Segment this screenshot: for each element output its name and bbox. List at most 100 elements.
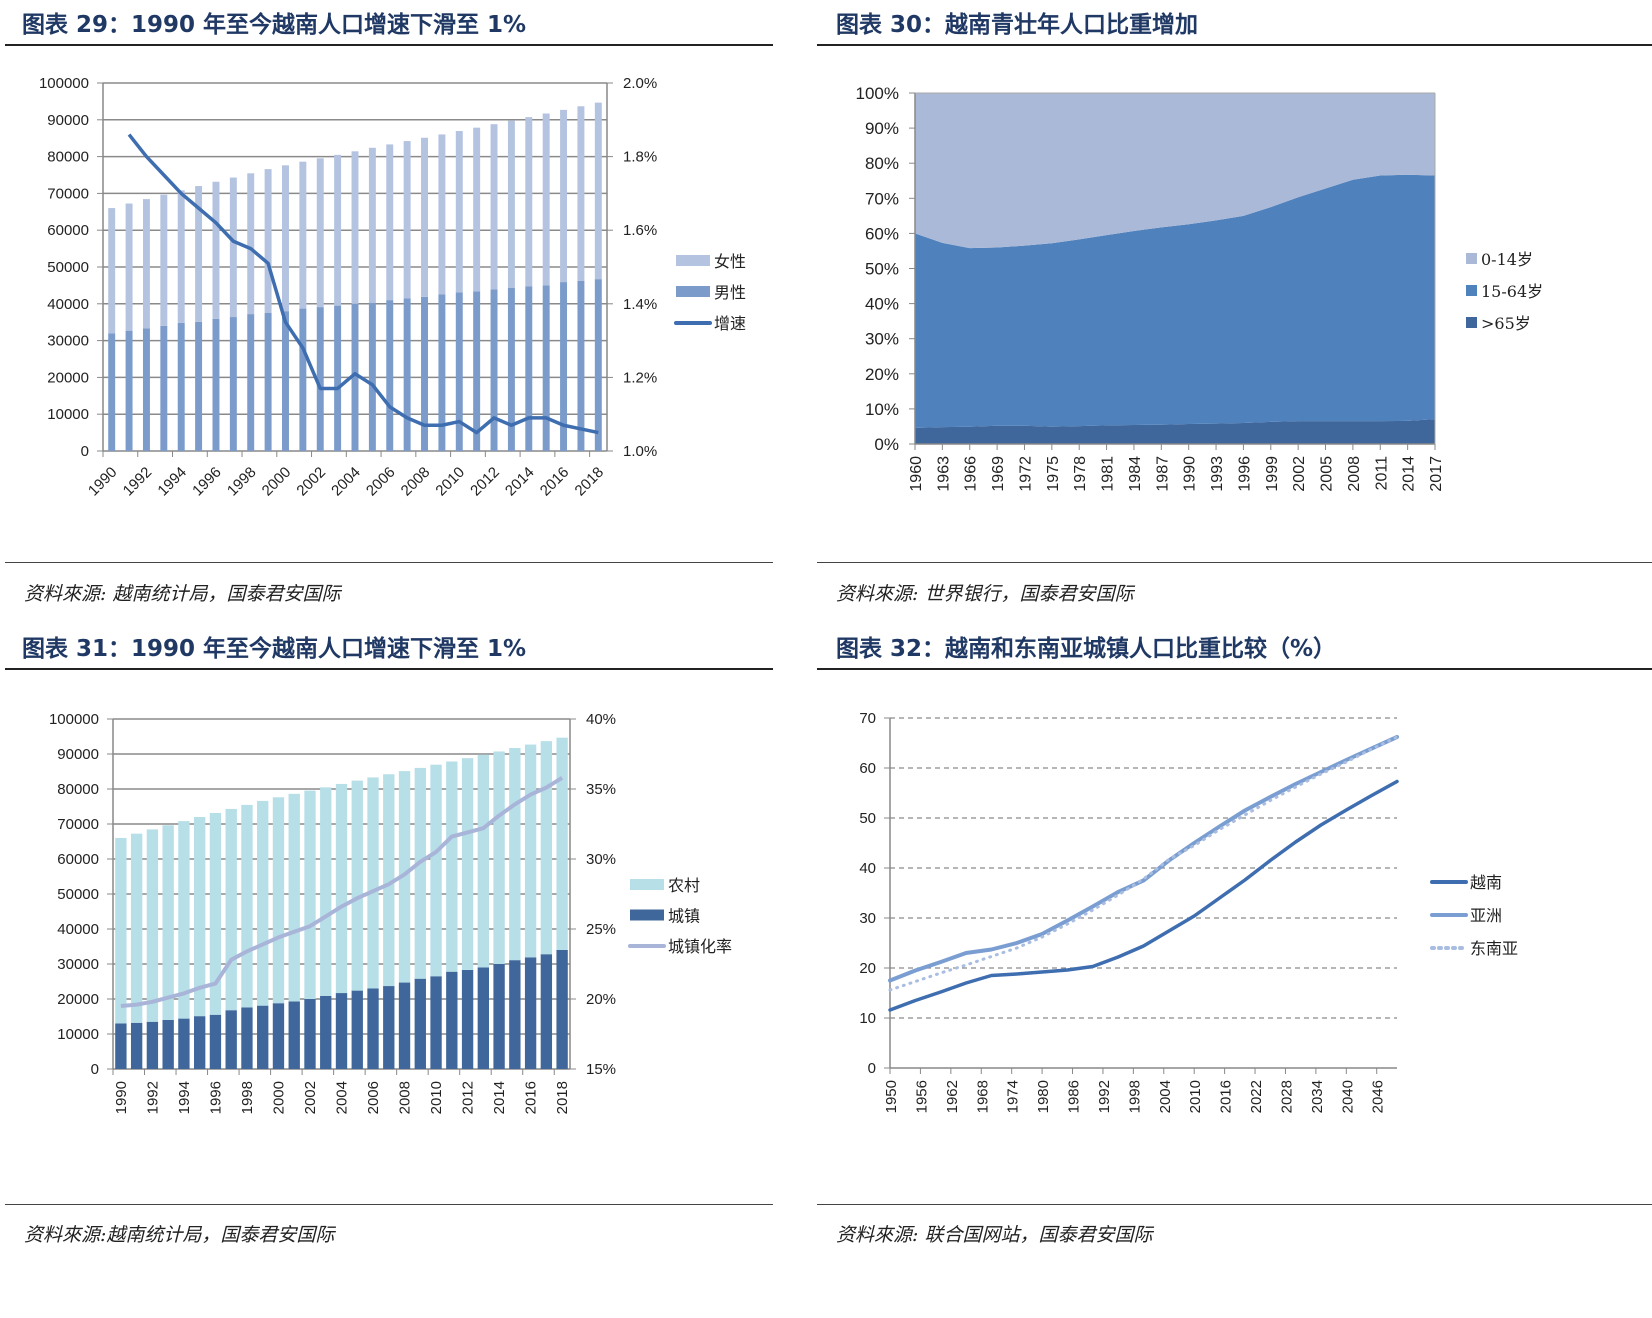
chart31-bar-城镇 <box>335 993 348 1069</box>
chart29-bar-女性 <box>403 141 411 299</box>
chart-31-title: 图表 31：1990 年至今越南人口增速下滑至 1% <box>22 636 527 662</box>
chart29-x-tick-label: 2000 <box>259 464 295 500</box>
chart29-bar-女性 <box>368 147 376 303</box>
chart30-y-tick-label: 90% <box>865 119 899 138</box>
chart31-bar-农村 <box>115 837 127 1024</box>
chart-30-title: 图表 30：越南青壮年人口比重增加 <box>836 12 1199 38</box>
chart29-bar-女性 <box>108 208 116 334</box>
chart31-bar-城镇 <box>509 960 521 1069</box>
chart31-bar-城镇 <box>383 986 395 1069</box>
chart29-bar-男性 <box>386 300 394 451</box>
chart30-x-tick-label: 1969 <box>990 456 1007 492</box>
chart32-line-东南亚 <box>888 735 1399 992</box>
chart31-y-tick-label: 70000 <box>57 816 99 833</box>
chart30-y-tick-label: 20% <box>865 365 899 384</box>
chart29-bar-男性 <box>177 322 185 451</box>
chart31-x-tick-label: 2002 <box>302 1081 319 1114</box>
chart30-x-tick-label: 2002 <box>1291 456 1308 492</box>
chart29-bar-女性 <box>264 169 272 313</box>
chart30-x-tick-label: 1972 <box>1017 456 1034 492</box>
chart31-bar-农村 <box>335 783 348 994</box>
chart31-bar-农村 <box>288 793 300 1002</box>
chart-31-source: 资料來源:越南统计局，国泰君安国际 <box>24 1224 335 1246</box>
chart29-right-tick-label: 1.2% <box>623 369 657 386</box>
chart31-y-tick-label: 90000 <box>57 746 99 763</box>
chart29-x-tick-label: 2014 <box>502 464 538 500</box>
chart29-bar-女性 <box>525 117 533 287</box>
chart30-x-tick-label: 1990 <box>1182 456 1199 492</box>
chart-30-source: 资料來源: 世界银行，国泰君安国际 <box>836 583 1134 605</box>
chart31-bar-农村 <box>493 751 505 964</box>
chart32-x-tick-label: 2028 <box>1278 1080 1295 1113</box>
chart29-bar-女性 <box>594 102 602 280</box>
chart30-legend-swatch <box>1466 285 1477 296</box>
chart32-y-tick-label: 0 <box>868 1060 876 1077</box>
chart29-bar-女性 <box>334 154 342 306</box>
chart32-x-tick-label: 1962 <box>944 1080 961 1113</box>
chart31-bar-农村 <box>509 748 521 961</box>
chart31-bar-农村 <box>524 744 537 958</box>
chart32-y-tick-label: 40 <box>859 860 876 877</box>
chart29-bar-男性 <box>455 292 463 451</box>
chart31-x-tick-label: 1992 <box>144 1081 161 1114</box>
chart32-y-tick-label: 60 <box>859 760 876 777</box>
chart29-bar-女性 <box>195 186 203 322</box>
chart31-x-tick-label: 2010 <box>428 1081 445 1114</box>
chart32-x-tick-label: 2040 <box>1339 1080 1356 1113</box>
chart30-x-tick-label: 2011 <box>1373 456 1390 491</box>
chart29-y-tick-label: 70000 <box>47 185 89 202</box>
chart31-bar-城镇 <box>367 988 379 1069</box>
chart31-right-tick-label: 15% <box>586 1061 616 1078</box>
divider <box>817 562 1652 563</box>
chart29-bar-男性 <box>594 279 602 451</box>
chart31-bar-农村 <box>540 741 553 955</box>
chart29-bar-男性 <box>368 302 376 451</box>
chart32-y-tick-label: 50 <box>859 810 876 827</box>
chart31-bar-城镇 <box>162 1020 174 1069</box>
chart29-x-tick-label: 1994 <box>154 464 190 500</box>
chart29-bar-男性 <box>525 286 533 451</box>
chart30-x-tick-label: 1984 <box>1127 456 1144 492</box>
chart30-area-15-64岁 <box>915 174 1435 428</box>
chart31-bar-农村 <box>383 774 395 987</box>
divider <box>5 1204 773 1205</box>
chart29-bar-女性 <box>351 151 359 304</box>
chart30-y-tick-label: 0% <box>874 435 899 454</box>
chart31-bar-农村 <box>556 737 568 950</box>
chart29-bar-女性 <box>542 113 550 286</box>
chart31-bar-农村 <box>257 800 269 1006</box>
divider <box>5 44 773 46</box>
chart31-bar-城镇 <box>351 990 363 1069</box>
chart29-right-tick-label: 1.4% <box>623 296 657 313</box>
chart31-x-tick-label: 2004 <box>334 1081 351 1114</box>
chart30-x-tick-label: 1966 <box>963 456 980 492</box>
chart29-bar-男性 <box>108 333 116 451</box>
chart29-bar-男性 <box>421 296 428 451</box>
chart32-line-亚洲 <box>888 735 1399 983</box>
chart31-bar-农村 <box>272 797 285 1004</box>
chart31-bar-城镇 <box>446 971 458 1069</box>
chart29-legend-label: 男性 <box>714 283 746 302</box>
chart30-y-tick-label: 50% <box>865 260 899 279</box>
chart32-legend-label: 东南亚 <box>1470 939 1518 958</box>
chart29-y-tick-label: 100000 <box>39 75 89 92</box>
chart31-legend-label: 城镇 <box>668 907 700 926</box>
chart30-legend-label: 0-14岁 <box>1481 250 1533 269</box>
chart29-x-tick-label: 2008 <box>398 464 434 500</box>
chart30-area->65岁 <box>915 419 1435 444</box>
chart29-bar-男性 <box>160 325 168 451</box>
chart31-y-tick-label: 30000 <box>57 956 99 973</box>
chart31-x-tick-label: 2008 <box>397 1081 414 1114</box>
chart31-bar-农村 <box>178 821 190 1019</box>
chart29-bar-女性 <box>316 158 324 308</box>
chart29-bar-女性 <box>438 134 446 295</box>
chart31-right-tick-label: 20% <box>586 991 616 1008</box>
chart31-bar-城镇 <box>288 1001 300 1069</box>
chart32-x-tick-label: 1998 <box>1126 1080 1143 1113</box>
chart31-x-tick-label: 2014 <box>491 1081 508 1114</box>
chart29-bar-男性 <box>299 308 307 451</box>
chart31-bar-城镇 <box>430 976 442 1069</box>
chart29-bar-男性 <box>212 318 220 451</box>
chart32-legend-label: 越南 <box>1470 873 1502 892</box>
